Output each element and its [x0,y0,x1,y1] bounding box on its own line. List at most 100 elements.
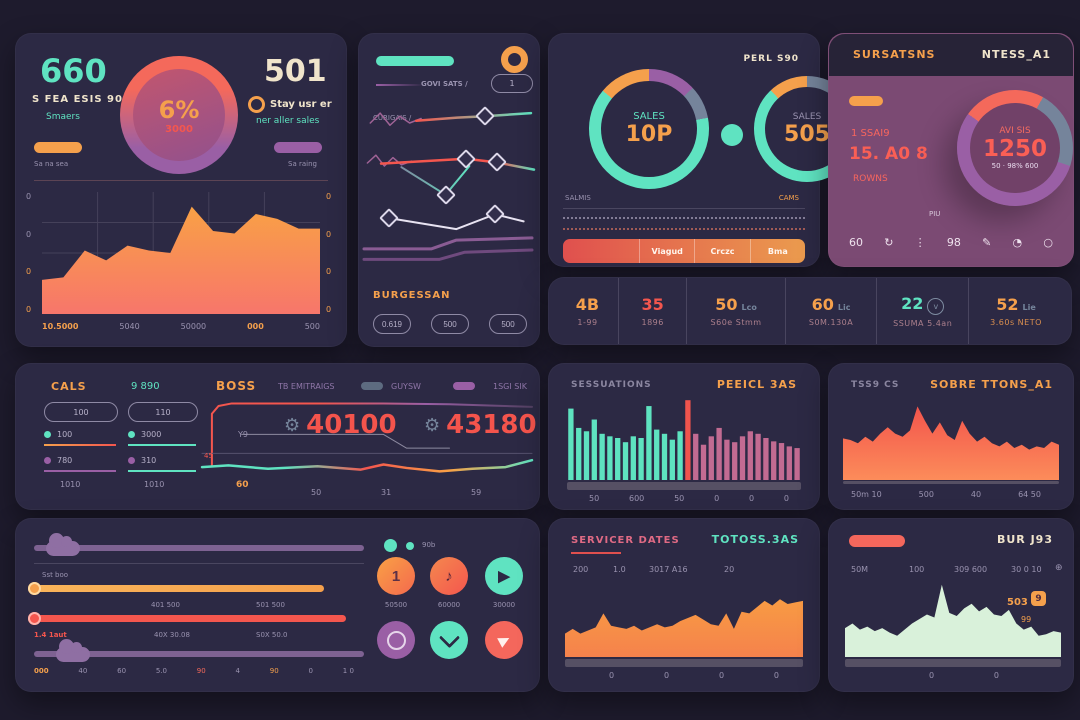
y-tick: 0 [326,229,332,239]
button-label-3: 30000 [492,601,516,609]
histogram-x-axis: 50 600 50 0 0 0 [589,494,789,503]
circle-icon[interactable]: ○ [1043,236,1053,249]
note-button[interactable]: ♪ [430,557,468,595]
panel-tag: Y9 [238,430,248,439]
pen-icon[interactable]: ✎ [982,236,992,249]
burn-baseline [845,659,1061,667]
stat-item-5: 22 v SSUMA 5.4an [877,278,970,344]
segment-3[interactable]: Bma [749,239,805,263]
metrics-col2-box[interactable]: 110 [128,402,198,422]
burn-pill[interactable] [849,535,905,547]
badge-pill[interactable]: 1 [491,74,533,93]
more-dots-icon[interactable]: ⋮ [914,236,926,249]
orange-ring-icon [501,46,528,73]
chevron-down-button[interactable] [430,621,468,659]
sessions-pill[interactable] [849,96,883,106]
sessions-gauge: AVI SIS 1250 50 · 98% 600 [957,90,1073,206]
cloud-thumb-icon[interactable] [56,639,90,662]
gear-icon: ⚙ [424,414,441,436]
overview-area-chart [42,192,320,314]
metrics-legend-1: GUYSW [391,382,421,391]
metrics-legend-label: TB EMITRAIGS [278,382,335,391]
legend-dot-large[interactable] [384,539,397,552]
item-value: 780 [57,456,73,465]
clock-icon[interactable]: ◔ [1012,236,1023,249]
overview-left-value: 660 [40,52,107,90]
segment-1[interactable]: Viagud [639,239,694,263]
metrics-col1-item2: 780 [44,456,72,465]
pill-button-1[interactable]: 0.619 [373,314,411,334]
pill-button-label: 500 [443,319,457,329]
legend-swatch-gray[interactable] [361,382,383,390]
panel-num2-value: 43180 [446,410,537,440]
slider-orange-thumb[interactable] [28,582,41,595]
metrics-legend-2: 1SGI SIK [493,382,527,391]
y-tick: 0 [26,229,32,239]
one-button[interactable]: 1 [377,557,415,595]
segment-2[interactable]: Crczc [694,239,749,263]
metrics-col2-item1: 3000 [128,430,161,439]
stat-suffix: Lic [837,303,851,312]
slider-purple-1[interactable] [34,545,364,551]
service-sub-4: 20 [724,565,735,574]
stat-item-1: 4B 1-99 [557,278,619,344]
panel-tick-3: 59 [471,488,482,497]
stat-sub: 1896 [641,318,664,327]
slider-orange[interactable] [34,585,324,592]
slider-purple-2[interactable] [34,651,364,657]
metrics-col1-box[interactable]: 100 [44,402,118,422]
gauges-card: PERL S90 SALES 10P SALES 505 SALMIS CAMS… [548,33,860,267]
play-button[interactable]: ▶ [485,557,523,595]
overview-pill-right[interactable] [274,142,322,153]
stat-suffix: Lie [1022,303,1036,312]
x-tick: 50 [674,494,685,503]
x-tick: 64 50 [1018,490,1041,499]
burn-x-axis: 0 0 [929,671,999,680]
panel-num1-value: 40100 [306,410,397,440]
x-tick: 0 [609,671,615,680]
stat-value: 22 [901,294,924,313]
sessions-header-left: SURSATSNS [853,48,936,61]
x-tick: 0 [749,494,755,503]
service-x-axis: 0 0 0 0 [609,671,779,680]
slider-red[interactable] [34,615,346,622]
pill-button-3[interactable]: 500 [489,314,527,334]
metrics-col1-item1: 100 [44,430,72,439]
teal-bar[interactable] [376,56,454,66]
refresh-icon[interactable]: ↻ [884,236,894,249]
y-tick: 0 [326,267,332,277]
gauges-foot-left: SALMIS [565,194,591,202]
panel-below-value: 60 [236,480,249,490]
x-tick: 0 [663,671,670,680]
box-value: 110 [155,407,171,417]
gauge-1-label: SALES [633,111,665,122]
sessions-gauge-center: AVI SIS 1250 50 · 98% 600 [970,103,1060,193]
x-tick: 50m 10 [851,490,882,499]
tick: 60 [117,667,127,675]
metrics-col2-foot: 1010 [144,480,165,489]
legend-dot-small[interactable] [406,542,414,550]
metrics-panel-chart [202,400,532,486]
segmented-bar[interactable]: Viagud Crczc Bma [563,239,805,263]
dotted-row-2 [563,228,805,230]
histogram-baseline [567,482,801,490]
send-button[interactable]: ▶ [485,621,523,659]
sessions-header-right: NTESS_A1 [981,48,1051,61]
item-value: 100 [57,430,73,439]
overview-pill-left[interactable] [34,142,82,153]
legend-swatch-purple[interactable] [453,382,475,390]
overview-y-axis-left: 0 0 0 0 [26,192,31,314]
cloud-thumb-icon[interactable] [46,533,80,556]
service-sub-1: 200 [573,565,589,574]
tick: 4 [235,667,240,675]
asterisk-icon[interactable]: ⊕ [1055,563,1063,573]
ring-button[interactable] [377,621,415,659]
metrics-col2-item2: 310 [128,456,156,465]
pill-button-2[interactable]: 500 [431,314,469,334]
gauge-2-value: 505 [784,121,830,147]
burn-sub-3: 309 600 [954,565,988,574]
slider-red-thumb[interactable] [28,612,41,625]
overview-right-sub: ner aller sales [256,116,320,126]
y-tick: 0 [326,304,332,314]
service-sub-3: 3017 A16 [649,565,688,574]
